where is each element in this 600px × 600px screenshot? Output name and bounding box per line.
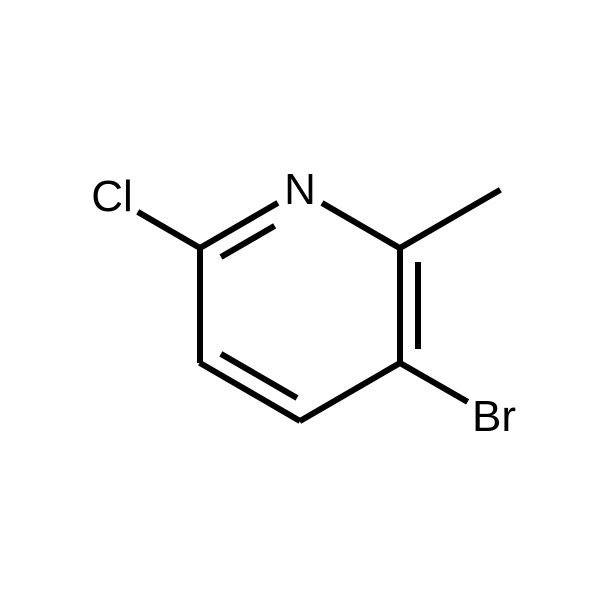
atom-label-br: Br <box>472 395 516 439</box>
bond-C2-Me <box>398 187 501 250</box>
chemical-structure-canvas: N Cl Br <box>0 0 600 600</box>
bond-N-C2 <box>321 200 402 250</box>
atom-label-cl: Cl <box>91 175 133 219</box>
atom-label-n: N <box>284 168 316 212</box>
bond-C2-C3-inner <box>415 262 421 349</box>
bond-C5-C6 <box>197 248 203 363</box>
bond-C3-C4 <box>299 360 402 423</box>
bond-C6-Cl <box>136 209 201 250</box>
bond-C3-Br <box>399 360 470 404</box>
bond-C2-C3 <box>397 248 403 363</box>
